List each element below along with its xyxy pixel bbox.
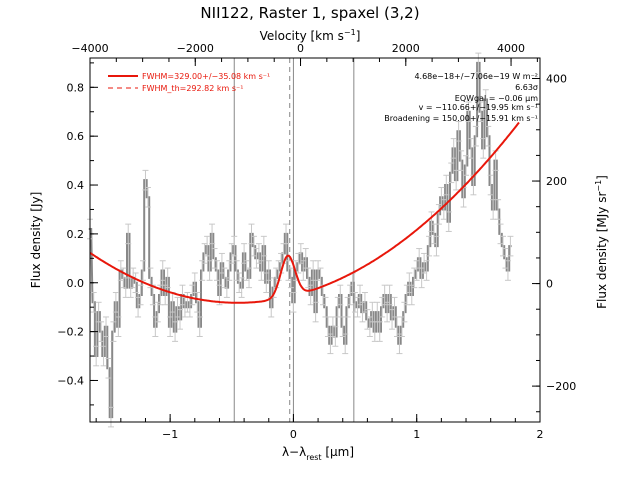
annotation-velocity: v = −110.66+/−19.95 km s⁻¹ xyxy=(419,103,538,112)
fit-curve xyxy=(89,121,520,304)
svg-text:Flux density [MJy sr−1]: Flux density [MJy sr−1] xyxy=(594,175,609,309)
top-tick-label: −4000 xyxy=(71,42,108,55)
annotation-significance: 6.63σ xyxy=(515,83,538,92)
x-tick-label: −1 xyxy=(162,428,178,441)
x-tick-label: 2 xyxy=(537,428,544,441)
annotation-broadening: Broadening = 150.00+/−15.91 km s⁻¹ xyxy=(384,114,538,123)
top-tick-label: 4000 xyxy=(497,42,525,55)
top-tick-label: 2000 xyxy=(392,42,420,55)
right-axis-label: Flux density [MJy sr−1] xyxy=(594,175,609,309)
right-tick-label: 200 xyxy=(546,175,567,188)
y-tick-label: −0.4 xyxy=(57,374,84,387)
x-tick-label: 1 xyxy=(413,428,420,441)
legend-label-fwhm-th: FWHM_th=292.82 km s⁻¹ xyxy=(142,84,243,93)
x-axis-label: λ−λrest [μm] xyxy=(282,445,354,462)
svg-text:Velocity [km s−1]: Velocity [km s−1] xyxy=(260,28,361,43)
right-tick-label: −200 xyxy=(546,380,576,393)
x-tick-label: 0 xyxy=(290,428,297,441)
plot-frame xyxy=(89,57,541,423)
annotation-eqw: EQWgal = −0.06 μm xyxy=(455,94,538,103)
y-tick-label: 0.2 xyxy=(67,228,85,241)
right-tick-label: 0 xyxy=(546,278,553,291)
y-tick-label: −0.2 xyxy=(57,326,84,339)
svg-text:λ−λrest [μm]: λ−λrest [μm] xyxy=(282,445,354,462)
fit-annotations: 4.68e−18+/−7.06e−19 W m⁻² 6.63σ EQWgal =… xyxy=(384,72,538,123)
error-bars xyxy=(87,52,514,428)
chart-title: NII122, Raster 1, spaxel (3,2) xyxy=(200,4,419,22)
y-axis-label: Flux density [Jy] xyxy=(29,192,43,289)
top-tick-label: −2000 xyxy=(177,42,214,55)
axis-ticks: −1 0 1 2−0.4−0.20.00.20.40.60.8−4000 −2000 0 2… xyxy=(57,42,576,441)
legend: FWHM=329.00+/−35.08 km s⁻¹ FWHM_th=292.8… xyxy=(108,72,270,93)
y-tick-label: 0.6 xyxy=(67,130,85,143)
chart-marks xyxy=(87,52,520,428)
y-tick-label: 0.0 xyxy=(67,277,85,290)
annotation-flux: 4.68e−18+/−7.06e−19 W m⁻² xyxy=(414,72,538,81)
y-tick-label: 0.8 xyxy=(67,81,85,94)
top-tick-label: 0 xyxy=(297,42,304,55)
y-tick-label: 0.4 xyxy=(67,179,85,192)
right-tick-label: 400 xyxy=(546,73,567,86)
legend-label-fwhm: FWHM=329.00+/−35.08 km s⁻¹ xyxy=(142,72,270,81)
top-axis-label: Velocity [km s−1] xyxy=(260,28,361,43)
